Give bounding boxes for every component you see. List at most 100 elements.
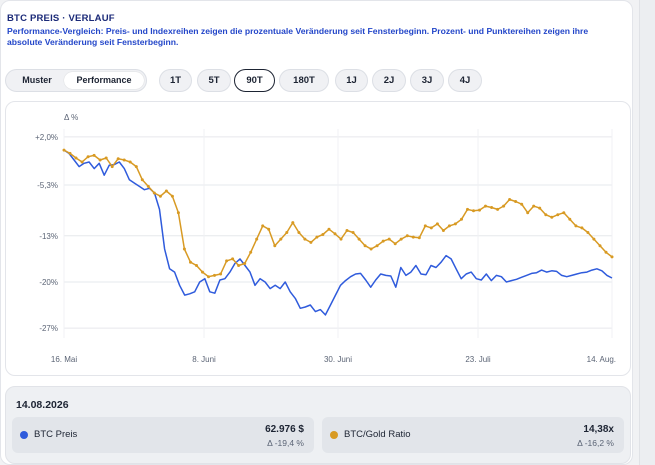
data-point <box>387 237 391 241</box>
data-point <box>327 227 331 231</box>
data-point <box>520 202 524 206</box>
chart-area[interactable]: +2,0% -5,3% -13% -20% -27% 16. Mai 8. Juni 30.… <box>5 101 631 376</box>
range-1j-button[interactable]: 1J <box>335 69 368 92</box>
data-point <box>213 273 216 277</box>
data-point <box>411 235 415 239</box>
data-point <box>466 207 469 211</box>
data-point <box>140 178 144 182</box>
data-point <box>562 211 566 215</box>
data-point <box>122 158 126 162</box>
data-point <box>460 217 463 221</box>
y-tick-label: -5,3% <box>37 181 58 190</box>
data-point <box>375 244 379 248</box>
y-axis-label: Δ % <box>64 113 78 122</box>
card-title: BTC PREIS · VERLAUF <box>7 13 115 24</box>
data-point <box>116 157 120 161</box>
data-point <box>484 204 487 208</box>
range-180t-button[interactable]: 180T <box>279 69 329 92</box>
data-point <box>189 260 192 264</box>
btc-preis-legend-dot <box>20 431 28 439</box>
data-point <box>303 237 307 241</box>
data-point <box>405 234 409 238</box>
range-3j-button[interactable]: 3J <box>410 69 444 92</box>
x-tick-label: 14. Aug. <box>587 355 616 364</box>
x-tick-label: 23. Juli <box>465 355 491 364</box>
data-point <box>435 222 439 226</box>
mode-muster-button[interactable]: Muster <box>22 75 52 85</box>
btc-preis-change: Δ -19,4 % <box>267 438 304 448</box>
data-point <box>423 224 427 228</box>
data-point <box>68 151 72 155</box>
data-point <box>453 222 457 226</box>
data-point <box>345 229 349 232</box>
data-point <box>249 250 253 254</box>
data-point <box>231 257 235 261</box>
y-tick-label: -13% <box>39 232 58 241</box>
card-subtitle: Performance-Vergleich: Preis- und Indexr… <box>7 26 589 47</box>
btc-gold-ratio-change: Δ -16,2 % <box>577 438 614 448</box>
x-tick-label: 30. Juni <box>324 355 352 364</box>
data-point <box>285 231 289 234</box>
data-point <box>447 224 451 228</box>
data-point <box>586 231 590 234</box>
data-point <box>598 244 602 248</box>
data-point <box>496 207 500 211</box>
btc-gold-ratio-label: BTC/Gold Ratio <box>344 429 411 440</box>
data-point <box>291 221 295 225</box>
data-point <box>176 211 180 215</box>
data-point <box>441 229 445 232</box>
data-point <box>279 237 283 241</box>
data-point <box>604 250 608 254</box>
data-point <box>472 209 475 213</box>
chart-card: BTC PREIS · VERLAUF Performance-Vergleic… <box>0 0 633 465</box>
range-2j-button[interactable]: 2J <box>372 69 406 92</box>
data-point <box>315 235 319 239</box>
data-point <box>195 264 198 267</box>
data-point <box>393 242 397 246</box>
range-4j-button[interactable]: 4J <box>448 69 482 92</box>
data-point <box>207 275 210 279</box>
mode-performance-button[interactable]: Performance <box>64 72 144 89</box>
data-point <box>381 239 385 243</box>
range-5t-button[interactable]: 5T <box>197 69 231 92</box>
btc-gold-ratio-value: 14,38x <box>583 424 614 435</box>
summary-item-btc-preis[interactable]: BTC Preis 62.976 $ Δ -19,4 % <box>12 417 314 453</box>
side-scroll-area <box>639 0 655 465</box>
data-point <box>146 184 150 188</box>
data-point <box>580 226 584 230</box>
data-point <box>237 264 241 267</box>
data-point <box>592 237 596 241</box>
range-90t-button[interactable]: 90T <box>234 69 275 92</box>
summary-item-btc-gold-ratio[interactable]: BTC/Gold Ratio 14,38x Δ -16,2 % <box>322 417 624 453</box>
data-point <box>98 158 102 162</box>
data-point <box>526 211 530 215</box>
data-point <box>152 191 156 195</box>
data-point <box>110 165 114 169</box>
data-point <box>297 231 301 234</box>
data-point <box>369 247 373 251</box>
mode-toggle: Muster Performance <box>5 69 147 92</box>
data-point <box>333 232 337 236</box>
data-point <box>164 189 168 193</box>
data-point <box>508 198 512 201</box>
data-point <box>610 255 614 259</box>
data-point <box>182 247 186 251</box>
data-point <box>568 217 572 221</box>
range-1t-button[interactable]: 1T <box>159 69 192 92</box>
summary-panel: 14.08.2026 BTC Preis 62.976 $ Δ -19,4 % … <box>5 386 631 464</box>
data-point <box>243 262 247 265</box>
btc-gold-ratio-legend-dot <box>330 431 338 439</box>
line-chart[interactable]: +2,0% -5,3% -13% -20% -27% 16. Mai 8. Juni 30.… <box>6 102 632 377</box>
data-point <box>261 224 265 228</box>
data-point <box>86 155 90 159</box>
data-point <box>62 148 66 152</box>
data-point <box>478 208 481 212</box>
data-point <box>490 206 494 209</box>
y-tick-label: -27% <box>39 324 58 333</box>
data-point <box>158 194 162 198</box>
data-point <box>255 237 259 241</box>
series-line-btc-preis <box>63 149 613 316</box>
data-point <box>170 194 174 198</box>
data-point <box>128 160 132 164</box>
data-point <box>309 240 313 244</box>
